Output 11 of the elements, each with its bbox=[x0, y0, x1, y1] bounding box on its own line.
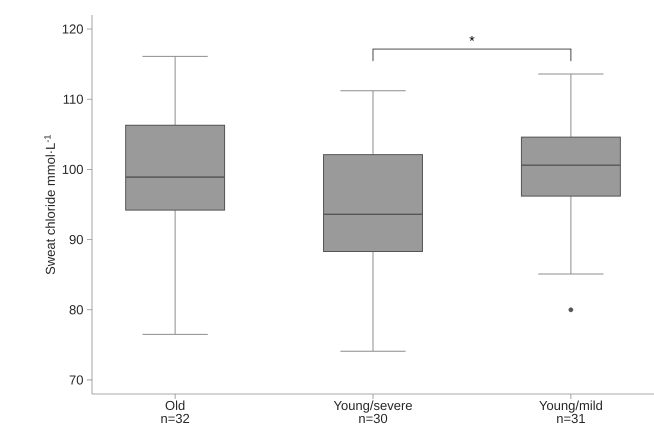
y-tick-label: 100 bbox=[62, 164, 83, 174]
x-tick-label: Young/severe n=30 bbox=[334, 400, 412, 424]
y-axis-title: Sweat chloride mmol·L$^{-1}$ bbox=[44, 135, 55, 274]
y-tick-label: 120 bbox=[62, 24, 83, 34]
x-tick-label: Old n=32 bbox=[161, 400, 190, 424]
x-tick-label: Young/mild n=31 bbox=[539, 400, 602, 424]
y-tick-label: 80 bbox=[70, 305, 83, 314]
y-tick-label: 90 bbox=[70, 234, 83, 244]
annotation: * bbox=[469, 36, 474, 41]
y-tick-label: 70 bbox=[70, 375, 83, 385]
y-tick-label: 110 bbox=[64, 94, 83, 104]
